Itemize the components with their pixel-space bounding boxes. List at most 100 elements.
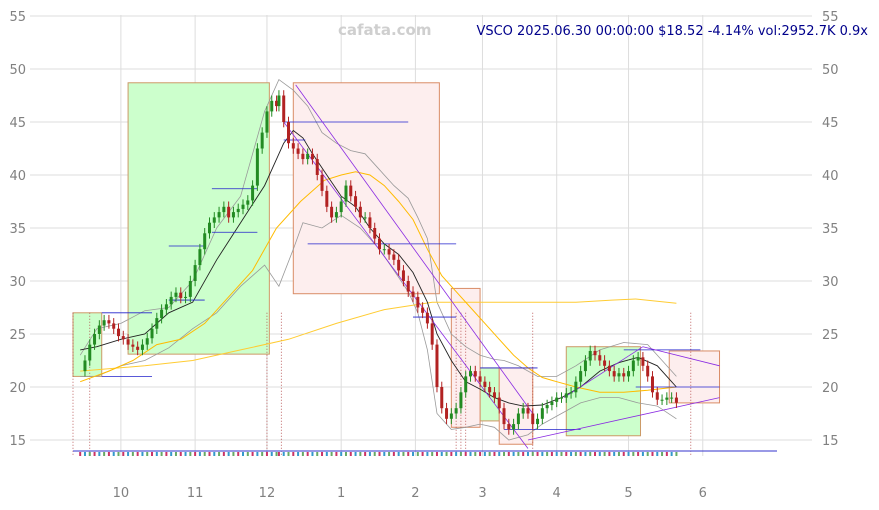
volume-bar	[277, 452, 280, 456]
candle-body	[310, 153, 314, 160]
candle-body	[320, 175, 324, 191]
candle-body	[121, 336, 125, 340]
candle-body	[344, 185, 348, 202]
volume-bar	[517, 452, 520, 456]
candle-body	[488, 387, 492, 393]
candle-body	[512, 424, 516, 430]
volume-bar	[426, 452, 429, 456]
candle-body	[579, 371, 583, 382]
volume-bar	[617, 452, 620, 456]
candle-body	[559, 397, 563, 399]
volume-bar	[493, 452, 496, 456]
candle-body	[440, 387, 444, 409]
candle-body	[246, 200, 250, 205]
candle-body	[363, 217, 367, 219]
ma-long-line	[80, 298, 677, 372]
candle-body	[198, 249, 202, 266]
volume-bar	[311, 452, 314, 456]
candle-body	[241, 204, 245, 209]
candle-body	[97, 325, 101, 334]
volume-bar	[222, 452, 225, 456]
candle-body	[627, 371, 631, 377]
volume-bar	[117, 452, 120, 456]
volume-bar	[208, 452, 211, 456]
candle-body	[275, 100, 279, 107]
candle-body	[397, 259, 401, 271]
volume-bar	[450, 452, 453, 456]
volume-bar	[127, 452, 130, 456]
volume-bar	[270, 452, 273, 456]
volume-bar	[665, 452, 668, 456]
volume-bar	[265, 452, 268, 456]
candle-body	[449, 413, 453, 419]
candle-body	[574, 381, 578, 393]
volume-bar	[392, 452, 395, 456]
y-tick-label-left: 15	[9, 434, 26, 449]
volume-bar	[378, 452, 381, 456]
volume-bar	[526, 452, 529, 456]
candle-body	[521, 408, 525, 414]
x-tick-label: 11	[187, 486, 204, 501]
y-tick-label-right: 45	[822, 116, 839, 131]
volume-bar	[570, 452, 573, 456]
candle-body	[636, 357, 640, 361]
volume-bar	[79, 452, 82, 456]
volume-bar	[440, 452, 443, 456]
volume-bar	[536, 452, 539, 456]
volume-bar	[656, 452, 659, 456]
volume-bar	[261, 452, 264, 456]
volume-bar	[483, 452, 486, 456]
candle-body	[188, 281, 192, 297]
candle-body	[483, 381, 487, 387]
upper-band-line	[79, 78, 677, 377]
candle-body	[203, 233, 207, 250]
volume-bar	[242, 452, 245, 456]
volume-bar	[218, 452, 221, 456]
candle-body	[598, 355, 602, 361]
volume-bar	[349, 452, 352, 456]
x-tick-label: 10	[113, 486, 130, 501]
candle-body	[665, 397, 669, 400]
candle-body	[301, 153, 305, 160]
volume-bar	[170, 452, 173, 456]
volume-bar	[344, 452, 347, 456]
candle-body	[540, 408, 544, 419]
volume-bar	[83, 452, 86, 456]
candle-body	[354, 196, 358, 207]
candle-body	[430, 323, 434, 345]
candle-body	[184, 296, 188, 298]
candle-body	[160, 309, 164, 319]
candle-body	[193, 265, 197, 281]
volume-bar	[416, 452, 419, 456]
volume-bar	[541, 452, 544, 456]
volume-bar	[531, 452, 534, 456]
volume-bar	[194, 452, 197, 456]
candle-body	[373, 228, 377, 239]
volume-bar	[325, 452, 328, 456]
volume-bar	[608, 452, 611, 456]
candle-body	[674, 397, 678, 403]
candle-body	[270, 100, 274, 112]
volume-bar	[316, 452, 319, 456]
candle-body	[459, 392, 463, 409]
candle-body	[507, 424, 511, 430]
candle-body	[612, 371, 616, 377]
volume-bar	[203, 452, 206, 456]
candle-body	[588, 350, 592, 361]
volume-bar	[627, 452, 630, 456]
volume-bar	[431, 452, 434, 456]
volume-bar	[507, 452, 510, 456]
candle-body	[107, 320, 111, 324]
volume-bar	[651, 452, 654, 456]
candle-body	[368, 217, 372, 228]
volume-bar	[251, 452, 254, 456]
volume-bar	[237, 452, 240, 456]
volume-bar	[412, 452, 415, 456]
volume-bar	[397, 452, 400, 456]
volume-bar	[107, 452, 110, 456]
volume-bar	[103, 452, 106, 456]
candle-body	[339, 201, 343, 213]
volume-bar	[622, 452, 625, 456]
candle-body	[334, 212, 338, 218]
